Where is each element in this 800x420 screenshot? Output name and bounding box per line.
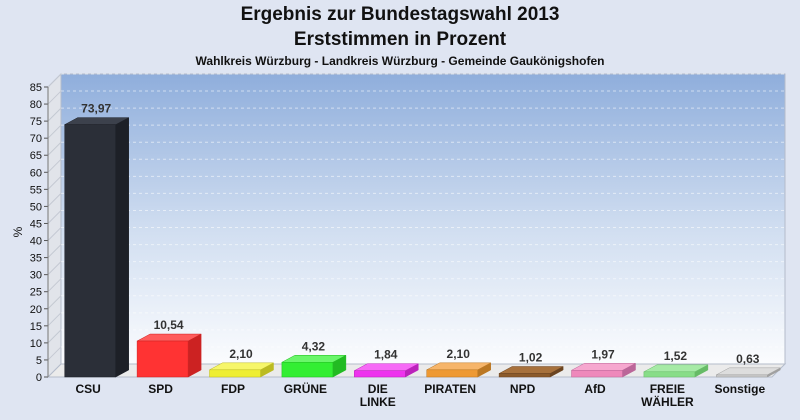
gridline-side: [47, 90, 62, 105]
x-tick-label: AfD: [584, 382, 606, 396]
x-tick-label: CSU: [76, 382, 101, 396]
gridline-side: [47, 193, 62, 207]
x-tick-label: FREIE: [650, 382, 685, 396]
bar: [571, 370, 623, 378]
gridline-side: [47, 141, 62, 156]
gridline-side: [47, 158, 62, 173]
data-label: 1,84: [374, 348, 398, 362]
data-label: 73,97: [81, 102, 111, 116]
data-label: 1,52: [664, 349, 688, 363]
bar: [498, 373, 551, 378]
x-tick-label: FDP: [221, 382, 245, 396]
data-label: 10,54: [154, 318, 184, 332]
gridline-side: [47, 73, 62, 88]
bar-side: [187, 333, 202, 378]
bar: [209, 369, 261, 378]
y-tick-label: 25: [30, 287, 42, 299]
gridline-side: [47, 244, 62, 258]
bar: [426, 369, 478, 378]
y-tick-label: 20: [30, 304, 42, 316]
x-tick-label: DIE: [368, 382, 388, 396]
gridline-side: [47, 175, 62, 190]
bar: [354, 370, 406, 378]
y-tick-label: 0: [36, 372, 42, 384]
bar: [716, 374, 768, 378]
gridline-side: [47, 329, 62, 344]
bar: [136, 340, 189, 378]
y-tick-label: 70: [30, 133, 42, 145]
bar: [643, 371, 696, 378]
gridline-side: [47, 295, 62, 310]
gridline-side: [47, 261, 62, 276]
x-tick-label: WÄHLER: [641, 394, 694, 409]
x-tick-label: SPD: [148, 382, 173, 396]
gridline-side: [47, 210, 62, 224]
y-tick-label: 30: [30, 270, 42, 282]
chart-subtitle: Wahlkreis Würzburg - Landkreis Würzburg …: [195, 54, 605, 68]
data-label: 2,10: [229, 347, 253, 361]
plot-layer: 0 5 10 15 20 25 30 35 40 45 50 55 60 65 70 75 80 85% 73,97…: [11, 72, 787, 409]
gridline-side: [47, 227, 62, 241]
y-tick-label: 50: [30, 201, 42, 213]
data-label: 1,02: [519, 351, 543, 365]
chart-title-line2: Erststimmen in Prozent: [293, 29, 507, 50]
x-tick-label: GRÜNE: [284, 381, 327, 396]
y-tick-label: 5: [36, 355, 42, 367]
x-tick-label: PIRATEN: [424, 382, 476, 396]
y-tick-label: 55: [30, 184, 42, 196]
y-tick-label: 65: [30, 150, 42, 162]
bar: [281, 362, 334, 378]
y-tick-label: 10: [30, 338, 42, 350]
title-block: Ergebnis zur Bundestagswahl 2013 Erststi…: [0, 2, 800, 68]
data-label: 4,32: [302, 339, 326, 353]
y-tick-label: 60: [30, 167, 42, 179]
y-tick-label: 80: [30, 99, 42, 111]
bar-side: [115, 117, 129, 378]
chart-title: Ergebnis zur Bundestagswahl 2013: [240, 4, 560, 25]
data-label: 1,97: [591, 347, 615, 361]
gridline-side: [47, 312, 62, 327]
y-tick-label: 40: [30, 236, 42, 248]
gridline-side: [47, 124, 62, 139]
y-tick-label: 45: [30, 218, 42, 230]
x-tick-label: NPD: [510, 382, 536, 396]
x-tick-label: LINKE: [360, 395, 396, 409]
data-label: 0,63: [736, 352, 760, 366]
gridline-side: [47, 278, 62, 293]
y-axis-label: %: [11, 226, 25, 237]
plot-background: [60, 73, 786, 365]
bar: [64, 124, 116, 378]
x-tick-label: Sonstige: [714, 382, 765, 396]
y-tick-label: 15: [30, 321, 42, 333]
data-label: 2,10: [447, 347, 471, 361]
y-tick-label: 85: [30, 82, 42, 94]
y-tick-label: 75: [30, 116, 42, 128]
y-tick-label: 35: [30, 253, 42, 265]
gridline-side: [47, 107, 62, 122]
gridline-side: [47, 346, 62, 361]
